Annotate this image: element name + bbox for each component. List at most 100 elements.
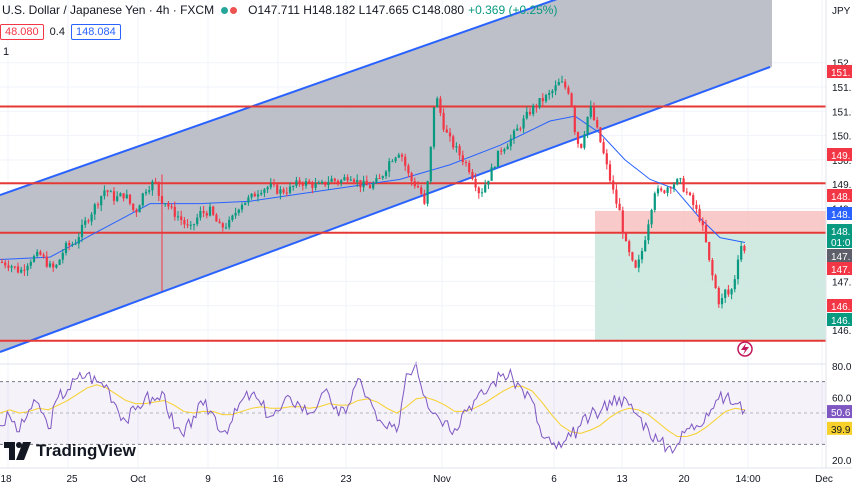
rsi-tick-label: 20.0 (832, 456, 852, 467)
candle (324, 181, 327, 186)
candle (416, 186, 420, 188)
candle (660, 188, 663, 191)
candle (400, 154, 404, 157)
candle (557, 81, 560, 86)
candle (100, 196, 103, 206)
candle (733, 279, 736, 290)
candle (740, 245, 743, 260)
candle (522, 118, 525, 129)
candle (48, 263, 52, 267)
candle (612, 180, 615, 190)
candle (394, 157, 397, 162)
market-status-icon[interactable] (220, 6, 238, 14)
candle (503, 149, 506, 152)
candle (528, 111, 532, 115)
candle (196, 217, 199, 225)
candle (356, 179, 359, 182)
candle (695, 204, 698, 209)
candle (96, 204, 100, 206)
candle (116, 196, 119, 201)
candle (448, 132, 452, 137)
candle (554, 85, 557, 91)
candle (208, 206, 212, 216)
candle (26, 265, 29, 271)
ohlc-values: O147.711 H148.182 L147.665 C148.080 (248, 3, 465, 17)
candle (186, 224, 189, 226)
candle (586, 116, 589, 135)
candle (464, 162, 468, 164)
candle (570, 93, 573, 107)
time-tick-label: 18 (0, 474, 12, 485)
currency-label: JPY (832, 6, 851, 17)
candle (628, 241, 631, 253)
candle (432, 107, 436, 147)
candle (336, 180, 340, 183)
candle (532, 105, 535, 115)
candle (493, 167, 496, 169)
symbol-header: U.S. Dollar / Japanese Yen · 4h · FXCM O… (0, 0, 557, 20)
candle (314, 183, 317, 188)
candle (320, 181, 324, 184)
candle (500, 150, 503, 152)
tradingview-logo[interactable]: TradingView (4, 441, 136, 461)
candle (119, 193, 122, 197)
candle (413, 181, 416, 187)
candle (676, 179, 679, 185)
candle (343, 177, 346, 181)
time-tick-label: 6 (551, 474, 557, 485)
price-tick-label: 147.5 (832, 277, 852, 288)
candle (724, 289, 727, 299)
price-label-bg (827, 189, 852, 202)
candle (631, 252, 634, 261)
candle (535, 105, 538, 108)
candle (730, 289, 733, 295)
symbol-title[interactable]: U.S. Dollar / Japanese Yen · 4h · FXCM (2, 3, 215, 17)
candle (624, 233, 628, 242)
time-tick-label: Dec (815, 474, 833, 485)
candle (237, 209, 240, 213)
candle (618, 203, 621, 211)
candle (263, 189, 266, 193)
price-tick-label: 150.0 (832, 156, 852, 167)
price-tick-label: 149.5 (832, 180, 852, 191)
buy-price-button[interactable]: 148.084 (70, 24, 121, 40)
indicator-count[interactable]: 1 (3, 46, 10, 58)
candle (439, 98, 442, 113)
candle (125, 194, 128, 199)
candle (621, 210, 624, 234)
candle (461, 155, 464, 163)
candle (151, 181, 154, 191)
candle (682, 178, 685, 192)
candle (90, 214, 93, 222)
price-label: 01:0 (831, 238, 851, 249)
candle (349, 179, 352, 181)
candle (407, 165, 410, 174)
price-label-bg (827, 249, 852, 262)
candle (375, 178, 378, 184)
candle (228, 219, 231, 228)
sell-price-button[interactable]: 48.080 (0, 24, 44, 40)
candle (637, 259, 640, 268)
candle (429, 146, 432, 182)
candle (391, 161, 394, 163)
price-tick-label: 152.0 (832, 59, 852, 70)
candle (16, 266, 20, 273)
candle (397, 154, 400, 158)
candle (141, 193, 144, 206)
candle (468, 162, 471, 173)
candle (269, 183, 272, 188)
candle (330, 178, 333, 182)
candle (484, 184, 487, 193)
candle (199, 211, 202, 218)
price-label-bg (827, 207, 852, 220)
candle (266, 187, 269, 190)
candle (80, 224, 84, 238)
candles (0, 75, 746, 309)
rsi-ma-line (0, 384, 746, 437)
candle (583, 134, 586, 148)
trade-panel: 48.080 0.4 148.084 (0, 24, 121, 40)
candle (71, 244, 74, 246)
candle (688, 192, 692, 196)
candle (548, 93, 551, 95)
